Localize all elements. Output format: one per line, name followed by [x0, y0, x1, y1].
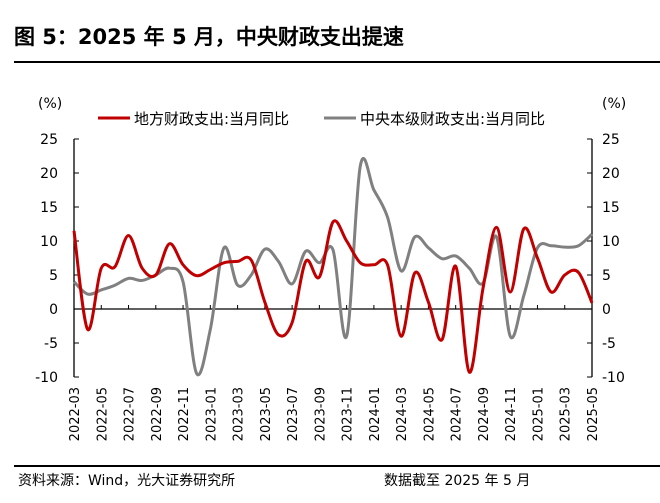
x-tick-label: 2024-09	[477, 387, 492, 441]
left-tick-label: 5	[49, 268, 58, 284]
left-tick-label: 25	[40, 132, 58, 148]
right-tick-label: 15	[602, 200, 620, 216]
figure-title: 图 5：2025 年 5 月，中央财政支出提速	[14, 25, 404, 49]
left-unit: (%)	[38, 96, 62, 112]
right-tick-label: 25	[602, 132, 620, 148]
left-tick-label: -5	[44, 336, 58, 352]
x-tick-label: 2023-05	[259, 387, 274, 441]
data-cutoff-note: 数据截至 2025 年 5 月	[384, 473, 530, 489]
right-tick-label: 20	[602, 166, 620, 182]
x-tick-label: 2022-11	[177, 387, 192, 441]
right-unit: (%)	[602, 96, 626, 112]
right-tick-label: 0	[602, 302, 611, 318]
left-tick-label: 0	[49, 302, 58, 318]
x-tick-label: 2024-05	[422, 387, 437, 441]
x-tick-label: 2023-11	[341, 387, 356, 441]
legend-label-central: 中央本级财政支出:当月同比	[360, 110, 545, 128]
x-tick-label: 2025-01	[531, 387, 546, 441]
x-tick-label: 2022-09	[150, 387, 165, 441]
x-tick-label: 2025-05	[586, 387, 601, 441]
left-tick-label: 20	[40, 166, 58, 182]
x-tick-label: 2024-03	[395, 387, 410, 441]
x-tick-label: 2023-07	[286, 387, 301, 441]
x-tick-label: 2022-05	[95, 387, 110, 441]
x-tick-label: 2022-07	[123, 387, 138, 441]
right-tick-label: -5	[602, 336, 616, 352]
source-note: 资料来源：Wind，光大证券研究所	[18, 473, 235, 489]
x-tick-label: 2024-01	[368, 387, 383, 441]
x-tick-label: 2022-03	[68, 387, 83, 441]
x-tick-label: 2025-03	[559, 387, 574, 441]
left-tick-label: -10	[35, 370, 58, 386]
x-tick-label: 2023-01	[204, 387, 219, 441]
x-tick-label: 2023-09	[313, 387, 328, 441]
left-tick-label: 15	[40, 200, 58, 216]
legend: 地方财政支出:当月同比 中央本级财政支出:当月同比	[98, 110, 545, 128]
right-tick-label: -10	[602, 370, 625, 386]
right-tick-label: 10	[602, 234, 620, 250]
right-tick-label: 5	[602, 268, 611, 284]
legend-label-local: 地方财政支出:当月同比	[134, 110, 289, 128]
central-spending-line	[72, 156, 594, 377]
x-tick-label: 2023-03	[232, 387, 247, 441]
x-tick-label: 2024-07	[450, 387, 465, 441]
left-tick-label: 10	[40, 234, 58, 250]
x-tick-label: 2024-11	[504, 387, 519, 441]
local-spending-line	[72, 219, 594, 374]
